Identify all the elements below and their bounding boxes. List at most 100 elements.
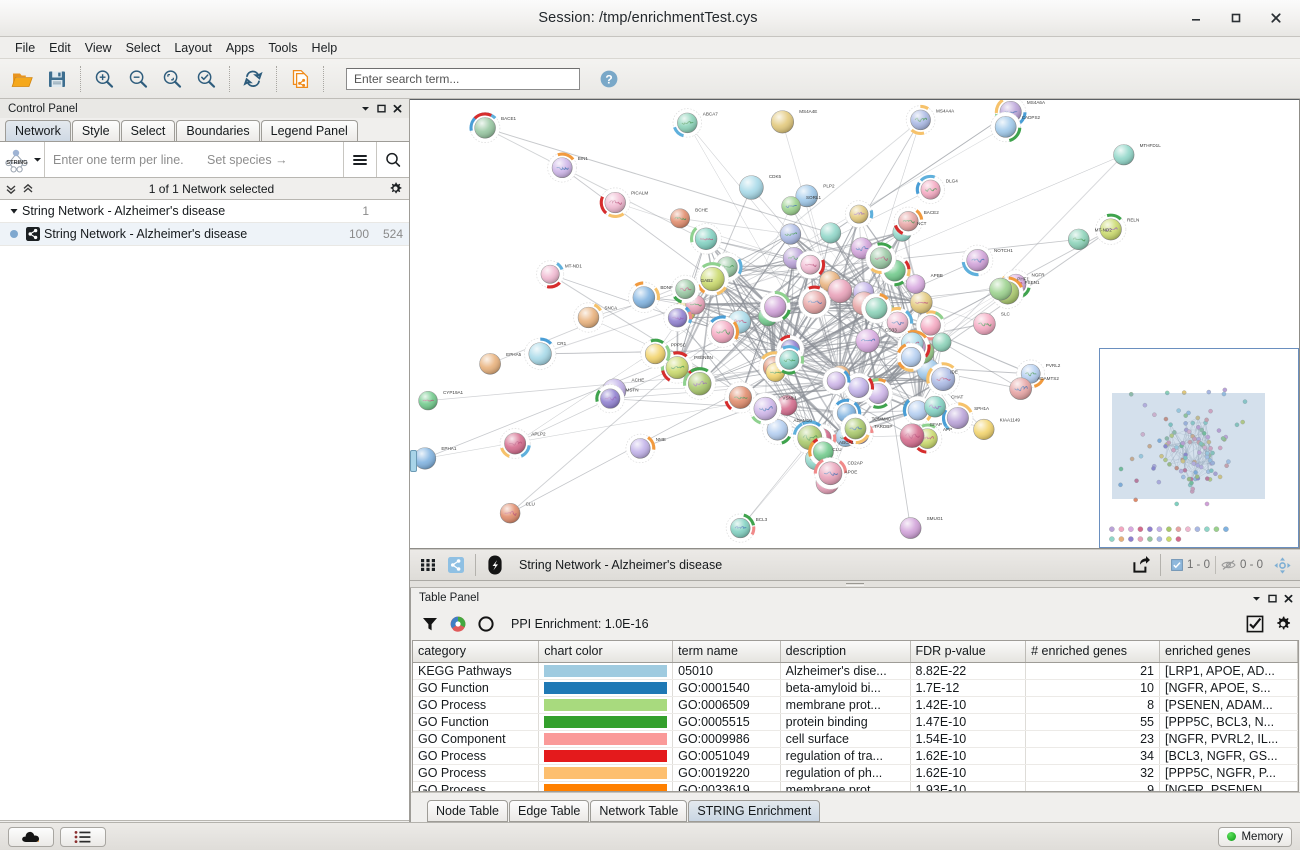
col-chart-color[interactable]: chart color [538, 641, 674, 663]
svg-text:MTHFD1L: MTHFD1L [1140, 143, 1162, 148]
col-term-name[interactable]: term name [672, 641, 781, 663]
cell-description: protein binding [780, 713, 911, 731]
table-row[interactable]: GO Component GO:0009986 cell surface 1.54E-… [413, 730, 1298, 748]
string-logo-icon[interactable]: STRING [0, 142, 44, 177]
menu-apps[interactable]: Apps [225, 40, 255, 55]
network-canvas[interactable]: MT-ND2 MT-ND1 VSNL1 GAB2 ADAMTS2 PVRL2 SMUG1 TO… [410, 99, 1300, 549]
refresh-icon[interactable] [236, 63, 270, 95]
collapse-all-icon[interactable] [4, 182, 18, 196]
table-float-panel-icon[interactable] [1264, 591, 1280, 606]
table-row[interactable]: GO Process GO:0051049 regulation of tra...… [413, 747, 1298, 765]
tab-node-table[interactable]: Node Table [427, 800, 509, 822]
svg-text:SMUG1: SMUG1 [927, 516, 944, 521]
memory-indicator[interactable]: Memory [1218, 826, 1292, 847]
chevron-down-icon[interactable] [357, 101, 373, 116]
minimize-button[interactable] [1176, 3, 1216, 33]
search-input[interactable] [352, 70, 574, 87]
string-term-input[interactable] [51, 151, 201, 168]
share-network-icon[interactable] [442, 552, 470, 578]
table-close-panel-icon[interactable] [1280, 591, 1296, 606]
cell-fdr-pvalue: 1.62E-10 [910, 764, 1027, 782]
cell-term-name: GO:0005515 [672, 713, 781, 731]
menu-file[interactable]: File [15, 40, 36, 55]
grid-layout-icon[interactable] [414, 552, 442, 578]
open-folder-icon[interactable] [6, 63, 40, 95]
table-row[interactable]: GO Process GO:0006509 membrane prot... 1.42… [413, 696, 1298, 714]
export-image-icon[interactable] [1127, 552, 1155, 578]
menu-tools[interactable]: Tools [268, 40, 298, 55]
network-selection-row: 1 of 1 Network selected [0, 178, 409, 200]
menu-view[interactable]: View [84, 40, 112, 55]
zoom-in-icon[interactable] [87, 63, 121, 95]
network-overview-minimap[interactable] [1099, 348, 1299, 548]
col-description[interactable]: description [780, 641, 911, 663]
selected-nodes-counter[interactable]: 1 - 0 [1166, 559, 1215, 571]
close-button[interactable] [1256, 3, 1296, 33]
annotation-icon[interactable] [481, 552, 509, 578]
network-status-dot-icon [6, 229, 22, 239]
cell-description: regulation of ph... [780, 764, 911, 782]
search-input-wrapper[interactable] [346, 67, 580, 90]
cell-enriched-count: 10 [1025, 679, 1161, 697]
col-fdr-pvalue[interactable]: FDR p-value [910, 641, 1027, 663]
zoom-fit-icon[interactable] [155, 63, 189, 95]
status-bar: Memory [0, 822, 1300, 850]
cell-description: regulation of tra... [780, 747, 911, 765]
set-species-link[interactable]: Set species → [207, 152, 288, 167]
tab-legend-panel[interactable]: Legend Panel [260, 120, 358, 141]
table-row[interactable]: GO Process GO:0019220 regulation of ph... 1… [413, 764, 1298, 782]
zoom-out-icon[interactable] [121, 63, 155, 95]
cell-category: GO Function [413, 713, 540, 731]
string-dropdown-caret[interactable] [33, 153, 42, 167]
table-row[interactable]: GO Process GO:0033619 membrane prot... 1.93… [413, 781, 1298, 791]
col-category[interactable]: category [413, 641, 540, 663]
table-chevron-down-icon[interactable] [1248, 591, 1264, 606]
table-row[interactable]: GO Function GO:0005515 protein binding 1.47… [413, 713, 1298, 731]
table-row[interactable]: GO Function GO:0001540 beta-amyloid bi... 1… [413, 679, 1298, 697]
expand-all-icon[interactable] [21, 182, 35, 196]
gear-icon[interactable] [1274, 615, 1292, 633]
tab-style[interactable]: Style [71, 120, 120, 141]
cell-fdr-pvalue: 1.7E-12 [910, 679, 1027, 697]
tab-string-enrichment[interactable]: STRING Enrichment [688, 800, 821, 822]
table-panel-title: Table Panel [419, 592, 480, 604]
donut-icon[interactable] [477, 615, 495, 633]
export-network-icon[interactable] [283, 63, 317, 95]
network-group-row[interactable]: String Network - Alzheimer's disease 1 [0, 200, 409, 223]
maximize-button[interactable] [1216, 3, 1256, 33]
menu-select[interactable]: Select [125, 40, 161, 55]
menu-edit[interactable]: Edit [49, 40, 71, 55]
cell-fdr-pvalue: 1.62E-10 [910, 747, 1027, 765]
table-row[interactable]: KEGG Pathways 05010 Alzheimer's dise... 8.8… [413, 662, 1298, 680]
chart-color-icon[interactable] [449, 615, 467, 633]
col-enriched-genes[interactable]: enriched genes [1159, 641, 1298, 663]
filter-icon[interactable] [421, 615, 439, 633]
string-term-input-wrapper[interactable]: Set species → [44, 142, 343, 177]
search-icon[interactable] [376, 142, 409, 177]
close-panel-icon[interactable] [389, 101, 405, 116]
save-icon[interactable] [40, 63, 74, 95]
cloud-icon[interactable] [8, 826, 54, 847]
tab-network-table[interactable]: Network Table [590, 800, 688, 822]
tab-boundaries[interactable]: Boundaries [176, 120, 260, 141]
menu-layout[interactable]: Layout [174, 40, 212, 55]
tab-network[interactable]: Network [5, 120, 71, 141]
network-item-row[interactable]: String Network - Alzheimer's disease 100… [0, 223, 409, 246]
selection-handle[interactable] [410, 450, 417, 472]
splitter-grip[interactable] [410, 581, 1300, 588]
zoom-selected-icon[interactable] [189, 63, 223, 95]
hidden-nodes-counter[interactable]: 0 - 0 [1216, 559, 1268, 571]
expand-triangle-icon[interactable] [6, 206, 22, 216]
tab-edge-table[interactable]: Edge Table [509, 800, 590, 822]
network-settings-gear-icon[interactable] [388, 181, 403, 196]
col-enriched-count[interactable]: # enriched genes [1025, 641, 1161, 663]
float-panel-icon[interactable] [373, 101, 389, 116]
help-icon[interactable]: ? [592, 63, 626, 95]
task-list-icon[interactable] [60, 826, 106, 847]
minimap-viewport-rect[interactable] [1112, 393, 1265, 499]
hamburger-menu-icon[interactable] [343, 142, 376, 177]
tab-select[interactable]: Select [120, 120, 176, 141]
pan-navigate-icon[interactable] [1268, 552, 1296, 578]
check-all-icon[interactable] [1246, 615, 1264, 633]
menu-help[interactable]: Help [311, 40, 338, 55]
